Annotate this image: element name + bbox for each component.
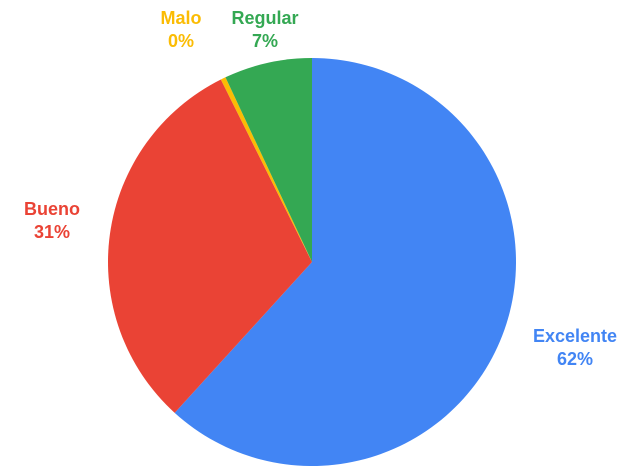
pie-slice-malo: [220, 77, 312, 262]
slice-label-malo: Malo 0%: [160, 8, 201, 51]
slice-label-regular: Regular 7%: [231, 8, 298, 51]
slice-category-label: Excelente: [533, 326, 617, 346]
pie-slices: [108, 58, 517, 467]
slice-percent-label: 62%: [557, 349, 593, 369]
pie-slice-bueno: [108, 79, 313, 413]
slice-label-excelente: Excelente 62%: [533, 326, 617, 369]
slice-labels: Excelente 62% Bueno 31% Malo 0% Regular 7%: [24, 8, 617, 369]
pie-slice-excelente: [174, 58, 517, 467]
slice-category-label: Bueno: [24, 199, 80, 219]
slice-percent-label: 31%: [34, 222, 70, 242]
slice-percent-label: 7%: [252, 31, 278, 51]
slice-label-bueno: Bueno 31%: [24, 199, 80, 242]
slice-category-label: Malo: [160, 8, 201, 28]
slice-category-label: Regular: [231, 8, 298, 28]
slice-percent-label: 0%: [168, 31, 194, 51]
pie-slice-regular: [225, 58, 312, 262]
